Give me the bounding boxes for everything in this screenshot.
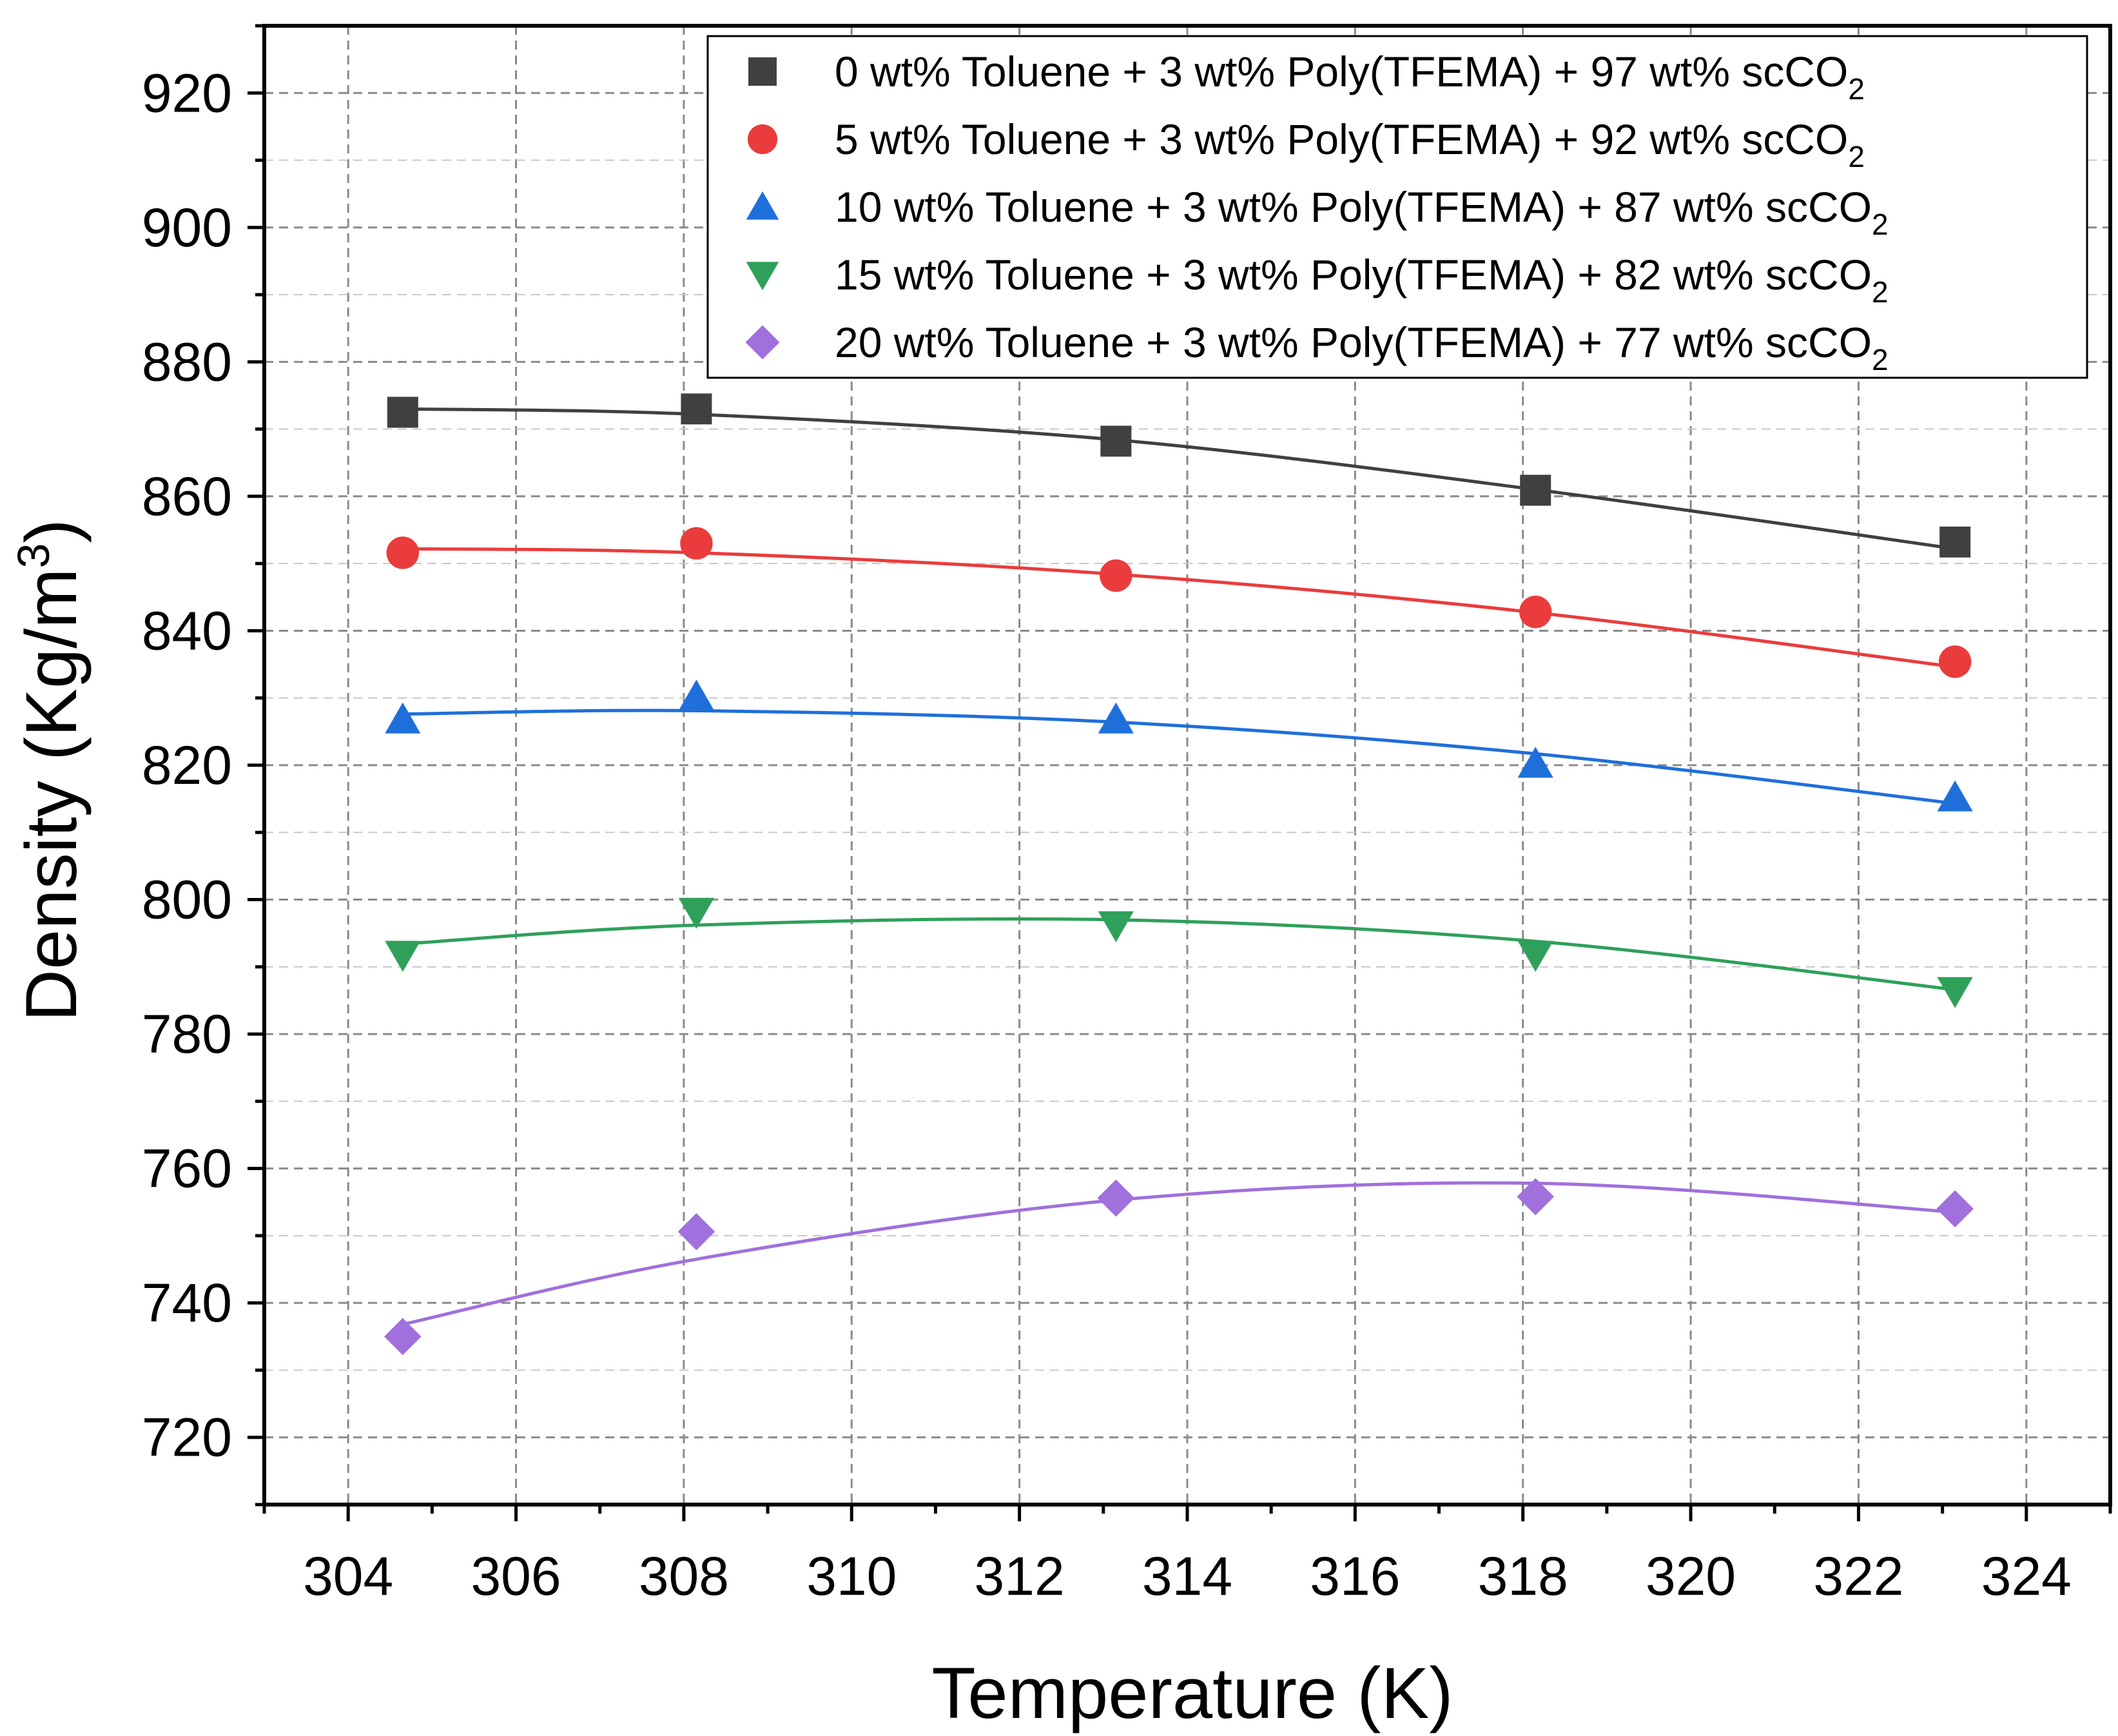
x-tick-label: 314	[1142, 1546, 1232, 1606]
fit-curve-series-1	[402, 407, 1956, 551]
data-point-series-1	[1520, 474, 1551, 506]
data-point-series-4	[1517, 941, 1553, 972]
y-tick-label: 880	[142, 331, 232, 392]
x-tick-label: 322	[1813, 1546, 1903, 1606]
legend-label-series-2: 5 wt% Toluene + 3 wt% Poly(TFEMA) + 92 w…	[835, 115, 1865, 173]
y-tick-label: 720	[142, 1407, 232, 1468]
data-point-series-5	[1517, 1178, 1555, 1216]
data-point-series-1	[681, 393, 712, 425]
x-tick-label: 306	[471, 1546, 561, 1606]
data-point-series-2	[1100, 559, 1132, 592]
y-axis-title: Density (Kg/m3)	[8, 519, 92, 1022]
legend-marker-series-4	[746, 262, 779, 291]
y-axis-title-main: Density (Kg/m	[11, 568, 92, 1021]
y-tick-label: 820	[142, 735, 232, 795]
legend-marker-series-2	[747, 124, 778, 155]
x-tick-label: 320	[1646, 1546, 1736, 1606]
data-point-series-1	[1939, 526, 1971, 558]
legend-marker-series-3	[746, 191, 779, 220]
data-point-series-4	[385, 941, 421, 972]
data-point-series-3	[1937, 780, 1973, 812]
data-point-series-4	[678, 897, 715, 929]
axis-ticks	[248, 24, 2112, 1521]
y-axis-title-superscript: 3	[8, 543, 59, 569]
y-tick-label: 780	[142, 1004, 232, 1064]
data-markers	[384, 393, 1974, 1356]
x-tick-label: 318	[1478, 1546, 1568, 1606]
data-point-series-1	[387, 396, 418, 428]
data-point-series-3	[678, 679, 715, 711]
x-tick-label: 324	[1981, 1546, 2072, 1606]
y-tick-label: 840	[142, 600, 232, 661]
x-tick-label: 304	[303, 1546, 393, 1606]
axis-tick-labels: 304 306 308 310 312 314 316 318 320 322 324 720 740 7…	[142, 63, 2072, 1606]
legend-label-series-4: 15 wt% Toluene + 3 wt% Poly(TFEMA) + 82 …	[835, 251, 1889, 309]
x-tick-label: 316	[1310, 1546, 1400, 1606]
data-point-series-2	[680, 527, 713, 560]
data-point-series-4	[1937, 977, 1973, 1008]
x-tick-label: 312	[975, 1546, 1065, 1606]
data-point-series-5	[677, 1213, 715, 1251]
legend-label-series-3: 10 wt% Toluene + 3 wt% Poly(TFEMA) + 87 …	[835, 183, 1889, 241]
y-tick-label: 920	[142, 63, 232, 123]
y-tick-label: 900	[142, 197, 232, 258]
legend: 0 wt% Toluene + 3 wt% Poly(TFEMA) + 97 w…	[706, 35, 2088, 379]
data-point-series-5	[1097, 1179, 1135, 1217]
x-tick-label: 310	[806, 1546, 897, 1606]
data-point-series-5	[1936, 1190, 1974, 1227]
y-tick-label: 760	[142, 1138, 232, 1199]
y-tick-label: 740	[142, 1273, 232, 1333]
data-point-series-3	[1517, 746, 1553, 778]
legend-box	[706, 35, 2088, 379]
data-point-series-1	[1100, 425, 1132, 457]
data-point-series-2	[386, 536, 419, 569]
data-point-series-4	[1098, 911, 1134, 942]
data-point-series-3	[1098, 702, 1134, 734]
x-axis-title: Temperature (K)	[931, 1653, 1453, 1733]
data-point-series-2	[1519, 596, 1552, 629]
legend-label-series-5: 20 wt% Toluene + 3 wt% Poly(TFEMA) + 77 …	[835, 318, 1889, 376]
x-tick-label: 308	[639, 1546, 729, 1606]
y-tick-label: 860	[142, 466, 232, 527]
legend-marker-series-1	[748, 57, 777, 86]
data-point-series-3	[385, 702, 421, 734]
y-tick-label: 800	[142, 870, 232, 930]
fit-curve-series-4	[402, 917, 1956, 991]
y-axis-title-close: )	[11, 519, 92, 543]
fit-curve-series-3	[402, 708, 1956, 805]
legend-label-series-1: 0 wt% Toluene + 3 wt% Poly(TFEMA) + 97 w…	[835, 48, 1865, 106]
legend-marker-series-5	[745, 325, 780, 360]
data-point-series-2	[1938, 645, 1972, 678]
data-point-series-5	[384, 1318, 422, 1356]
